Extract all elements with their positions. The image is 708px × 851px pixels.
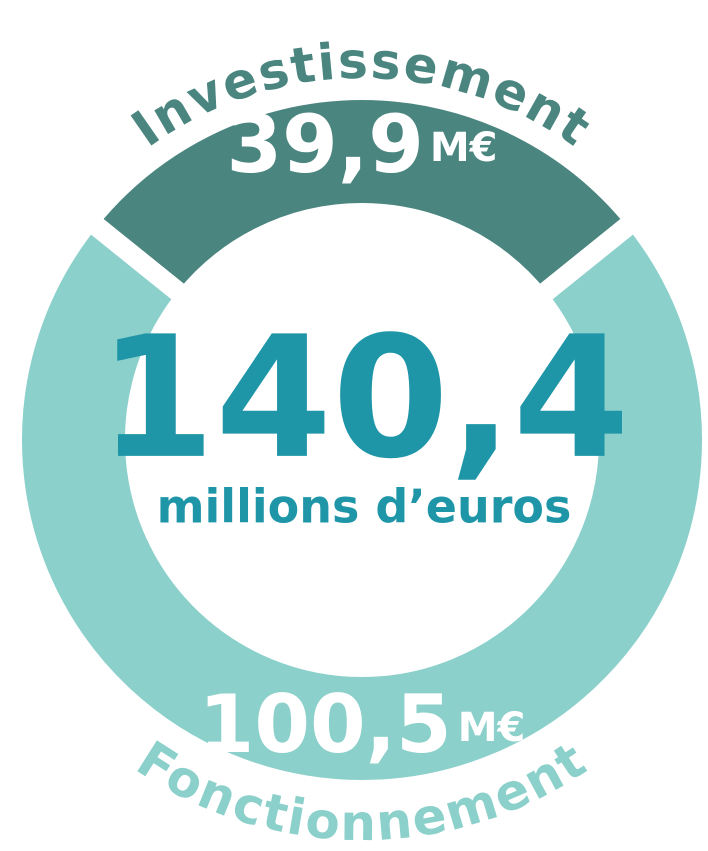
value-unit: M€ bbox=[430, 125, 498, 171]
total-value: 140,4 bbox=[98, 300, 629, 496]
value-number: 39,9 bbox=[226, 98, 423, 191]
donut-segment bbox=[2, 206, 708, 800]
segments bbox=[2, 80, 708, 800]
value-unit: M€ bbox=[458, 705, 526, 751]
total-caption: millions d’euros bbox=[157, 480, 572, 534]
value-label: 39,9 M€ bbox=[226, 98, 497, 191]
donut-segment bbox=[75, 80, 649, 312]
value-number: 100,5 bbox=[199, 678, 452, 771]
value-label: 100,5 M€ bbox=[199, 678, 526, 771]
